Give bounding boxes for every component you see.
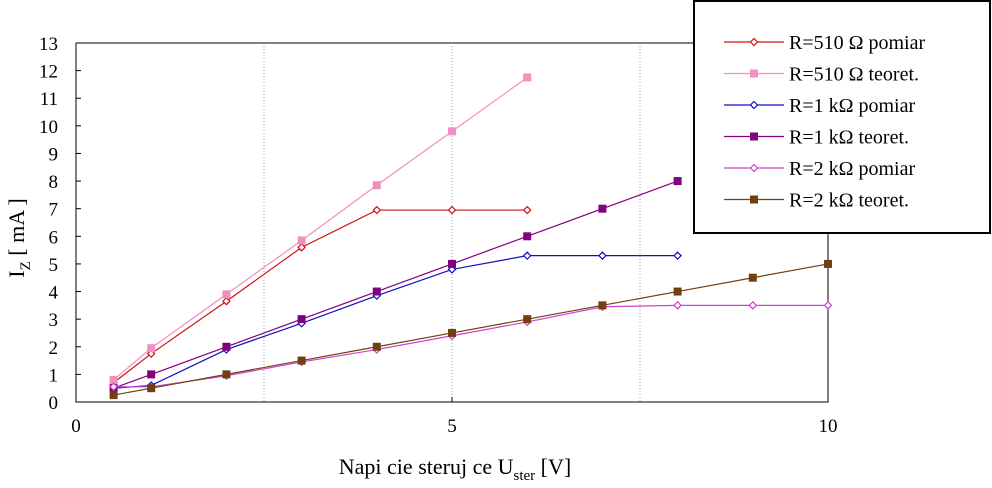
y-tick-label: 11 [40,89,58,110]
data-point [522,205,532,215]
legend-label: R=1 kΩ teoret. [789,127,909,149]
data-point [750,69,758,78]
series-6 [109,259,832,400]
data-point [523,232,532,241]
legend-items: R=510 Ω pomiar R=510 Ω teoret. R=1 kΩ pomi… [724,32,925,212]
data-point [297,315,306,324]
data-point [750,195,758,204]
y-axis-label-main: I [4,270,29,277]
legend: R=510 Ω pomiar R=510 Ω teoret. R=1 kΩ pomi… [693,0,991,234]
data-point [748,273,757,282]
data-point [222,296,231,306]
data-point [448,127,456,136]
y-tick-label: 6 [49,227,59,248]
legend-entry: R=510 Ω pomiar [724,32,925,54]
data-point [823,300,833,310]
data-point [147,370,156,379]
legend-label: R=510 Ω pomiar [789,32,925,54]
y-axis-label-unit: [ mA ] [4,198,29,261]
data-point [673,287,682,296]
x-tick-label: 0 [71,416,81,437]
y-tick-label: 1 [49,365,59,386]
legend-entry: R=1 kΩ pomiar [724,95,915,117]
series-2 [109,73,532,384]
data-point [222,290,231,299]
legend-box [693,0,991,234]
data-point [522,251,532,260]
data-point [297,356,306,365]
data-point [673,300,682,310]
x-axis-label-main: Napi cie steruj ce U [339,454,514,479]
series-group [109,73,833,400]
data-point [109,391,118,400]
data-point [448,259,456,268]
data-point [749,163,759,173]
data-point [372,342,381,351]
x-tick-label: 5 [447,416,457,437]
legend-label: R=2 kΩ pomiar [789,158,915,180]
data-point [297,243,306,252]
data-point [523,73,532,82]
x-axis: 0 5 10 [71,397,838,437]
y-tick-label: 8 [49,172,59,193]
x-axis-label-unit: [V] [535,454,571,479]
data-point [147,384,156,393]
data-point [523,315,532,324]
legend-label: R=2 kΩ teoret. [789,190,909,212]
legend-label: R=1 kΩ pomiar [789,95,915,117]
data-point [598,301,607,310]
data-point [109,382,118,392]
y-tick-label: 0 [49,393,59,414]
data-point [749,37,759,47]
data-point [222,370,231,379]
legend-entry: R=1 kΩ teoret. [724,127,909,149]
data-point [748,300,758,310]
y-tick-label: 13 [39,34,58,55]
data-point [297,236,306,245]
y-tick-label: 4 [49,283,59,304]
data-point [598,251,607,260]
y-tick-label: 10 [39,117,58,138]
data-point [372,181,381,190]
y-tick-label: 7 [49,200,59,221]
legend-label: R=510 Ω teoret. [789,64,919,86]
data-point [673,177,682,186]
x-tick-label: 10 [819,416,838,437]
data-point [109,375,118,384]
data-point [750,132,758,141]
data-point [598,204,607,213]
y-axis-label: IZ [ mA ] [4,198,34,277]
y-tick-label: 5 [49,255,59,276]
legend-entry: R=2 kΩ pomiar [724,158,915,180]
y-tick-label: 9 [49,144,59,165]
data-point [749,100,759,110]
data-point [673,251,682,260]
data-point [372,287,381,296]
y-axis-label-sub: Z [18,261,34,270]
x-axis-label: Napi cie steruj ce Uster [V] [339,454,571,484]
data-point [372,205,382,215]
data-point [824,259,832,268]
legend-entry: R=510 Ω teoret. [724,64,919,86]
x-axis-label-sub: ster [513,468,535,484]
y-tick-label: 3 [49,310,59,331]
data-point [222,342,231,351]
y-tick-label: 2 [49,338,59,359]
data-point [147,344,156,353]
y-tick-label: 12 [39,62,58,83]
data-point [447,205,457,215]
legend-entry: R=2 kΩ teoret. [724,190,909,212]
data-point [448,328,456,337]
